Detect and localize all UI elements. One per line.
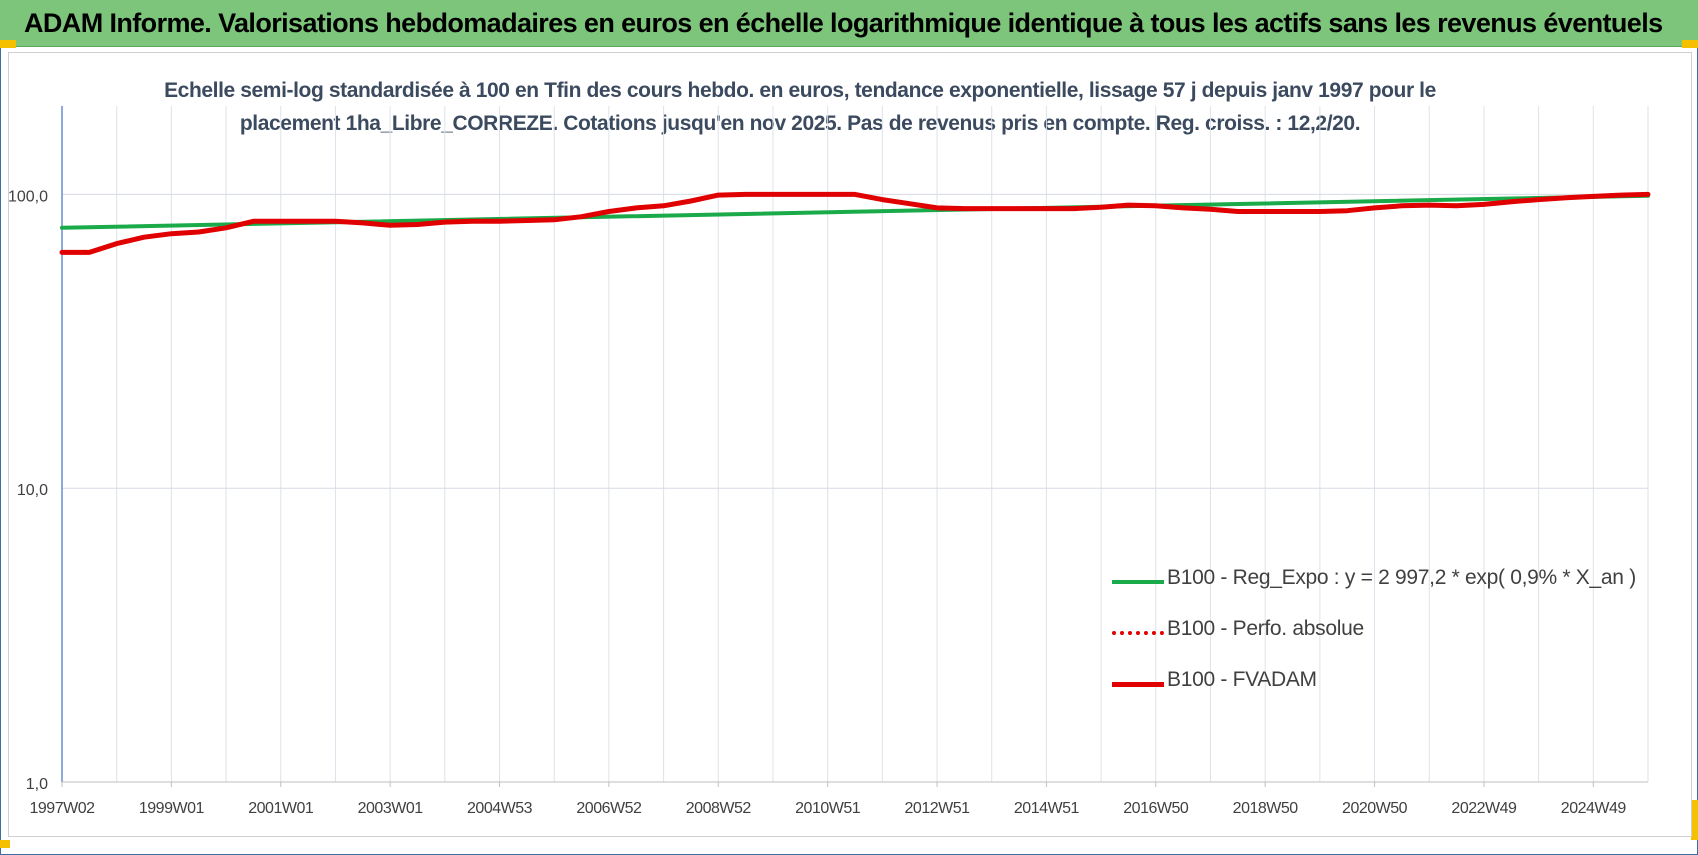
x-tick-label: 1999W01	[139, 800, 205, 817]
x-tick-label: 2014W51	[1014, 800, 1080, 817]
plot-area-border	[8, 52, 1692, 837]
x-tick-label: 2008W52	[686, 800, 752, 817]
legend-swatch	[1112, 580, 1164, 584]
y-tick-label: 100,0	[8, 188, 48, 205]
x-tick-label: 1997W02	[30, 800, 96, 817]
corner-marker-top-left	[0, 40, 16, 48]
corner-marker-bottom-right	[1691, 800, 1698, 840]
y-tick-label: 1,0	[26, 776, 48, 793]
x-tick-label: 2010W51	[795, 800, 861, 817]
page-title: ADAM Informe. Valorisations hebdomadaire…	[24, 8, 1663, 38]
chart-subtitle-line-1: Echelle semi-log standardisée à 100 en T…	[164, 79, 1436, 102]
legend-label: B100 - FVADAM	[1167, 668, 1317, 691]
chart-subtitle-line-2: placement 1ha_Libre_CORREZE. Cotations j…	[239, 112, 1361, 135]
y-tick-label: 10,0	[17, 482, 48, 499]
x-tick-label: 2022W49	[1451, 800, 1517, 817]
x-tick-label: 2003W01	[358, 800, 424, 817]
legend-label: B100 - Perfo. absolue	[1167, 617, 1364, 640]
series-layer	[59, 191, 1651, 255]
x-tick-label: 2004W53	[467, 800, 533, 817]
legend-swatch	[1112, 631, 1164, 635]
legend-swatch	[1112, 682, 1164, 687]
x-tick-label: 2012W51	[905, 800, 971, 817]
series-line-3	[59, 191, 1651, 255]
x-tick-label: 2020W50	[1342, 800, 1408, 817]
x-tick-label: 2024W49	[1561, 800, 1627, 817]
corner-marker-bottom-left	[0, 840, 10, 848]
x-tick-label: 2018W50	[1233, 800, 1299, 817]
x-tick-label: 2001W01	[248, 800, 314, 817]
corner-marker-top-right	[1682, 40, 1698, 48]
title-banner: ADAM Informe. Valorisations hebdomadaire…	[0, 0, 1698, 47]
axes: 1,0 10,0 100,0 1997W02 1999W01 2001W01 2003W01…	[8, 106, 1648, 817]
chart-subtitle: Echelle semi-log standardisée à 100 en T…	[140, 74, 1460, 140]
x-tick-label: 2016W50	[1123, 800, 1189, 817]
legend-label: B100 - Reg_Expo : y = 2 997,2 * exp( 0,9…	[1167, 566, 1636, 589]
x-tick-label: 2006W52	[576, 800, 642, 817]
